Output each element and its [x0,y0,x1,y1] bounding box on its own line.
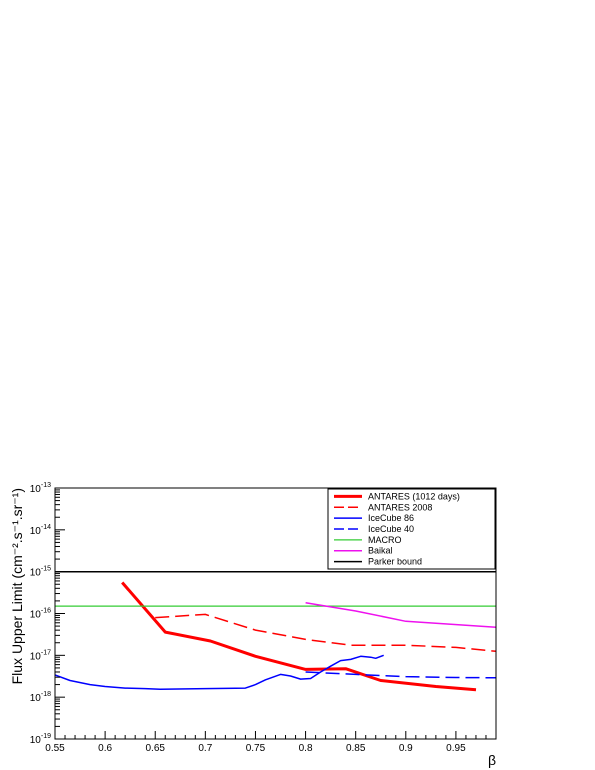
y-tick-base: 10 [30,610,42,621]
series-line-icecube-86 [55,654,384,690]
x-tick-label: 0.8 [299,743,313,754]
x-axis-title: β [488,752,496,768]
y-tick-label: 10-18 [30,691,51,704]
x-tick-label: 0.7 [198,743,212,754]
y-tick-base: 10 [30,693,42,704]
y-axis-title: Flux Upper Limit (cm⁻².s⁻¹.sr⁻¹) [9,488,25,684]
x-tick-label: 0.75 [246,743,266,754]
x-tick-label: 0.65 [145,743,165,754]
series-line-antares-2008 [155,613,496,653]
plot-area [55,570,496,692]
y-tick-label: 10-14 [30,524,51,537]
x-tick-label: 0.55 [45,743,65,754]
y-tick-base: 10 [30,568,42,579]
y-tick-exponent: -16 [41,608,51,615]
legend-entry: ANTARES 2008 [368,502,432,512]
x-tick-label: 0.6 [98,743,112,754]
y-tick-exponent: -18 [41,691,51,698]
legend-entry: IceCube 40 [368,524,414,534]
legend-entry: Parker bound [368,557,422,567]
series-line-antares-1012-days [121,581,477,692]
y-tick-label: 10-16 [30,608,51,621]
legend-entry: MACRO [368,535,402,545]
y-tick-base: 10 [30,651,42,662]
y-tick-exponent: -15 [41,566,51,573]
series-line-baikal [305,602,496,628]
x-tick-label: 0.9 [399,743,413,754]
y-tick-base: 10 [30,735,42,746]
y-tick-exponent: -14 [41,524,51,531]
legend-entry: IceCube 86 [368,513,414,523]
x-tick-label: 0.95 [446,743,466,754]
series-line-icecube-40 [305,671,496,679]
y-tick-base: 10 [30,484,42,495]
y-tick-exponent: -13 [41,482,51,489]
y-tick-exponent: -19 [41,733,51,740]
y-tick-base: 10 [30,526,42,537]
y-tick-label: 10-17 [30,649,51,662]
y-tick-label: 10-13 [30,482,51,495]
legend-entry: ANTARES (1012 days) [368,491,460,501]
y-tick-label: 10-19 [30,733,51,746]
legend-entry: Baikal [368,546,393,556]
x-tick-label: 0.85 [346,743,366,754]
y-tick-label: 10-15 [30,566,51,579]
axes: 0.55 0.6 0.65 0.7 0.75 0.8 0.85 0.9 0.9510-1910-… [9,482,497,768]
y-tick-exponent: -17 [41,649,51,656]
